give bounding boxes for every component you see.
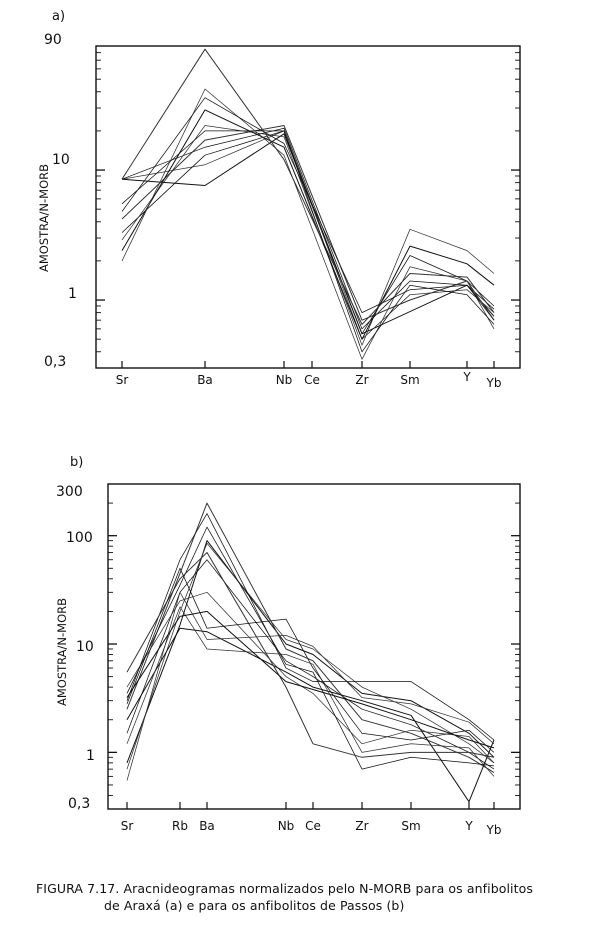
series-line-a-8 xyxy=(121,88,495,360)
series-line-b-1 xyxy=(126,540,495,764)
plot-frame-b xyxy=(107,483,521,810)
chart-b: b) 300 100 10 1 0,3 AMOSTRA/N-MORB Sr Rb B… xyxy=(55,455,521,837)
panel-label-a: a) xyxy=(52,9,65,24)
series-line-b-6 xyxy=(126,591,495,764)
series-line-a-9 xyxy=(121,97,495,321)
ytick-label-b-10: 10 xyxy=(76,639,94,655)
caption-line-1: FIGURA 7.17. Aracnideogramas normalizado… xyxy=(36,881,533,896)
series-line-b-8 xyxy=(126,606,495,777)
series-line-b-12 xyxy=(126,591,495,781)
series-line-a-10 xyxy=(121,48,495,325)
panel-label-b: b) xyxy=(70,455,83,470)
xtick-label-b-sr: Sr xyxy=(121,819,134,833)
xtick-label-a-zr: Zr xyxy=(355,373,368,387)
ytick-label-a-0-3: 0,3 xyxy=(44,354,66,370)
xtick-label-b-nb: Nb xyxy=(278,819,295,833)
series-line-a-7 xyxy=(121,109,495,340)
series-line-a-2 xyxy=(121,130,495,340)
xtick-label-a-ce: Ce xyxy=(304,373,320,387)
series-line-b-7 xyxy=(126,627,495,803)
xtick-label-b-sm: Sm xyxy=(401,819,420,833)
x-tick-labels-b: Sr Rb Ba Nb Ce Zr Sm Y Yb xyxy=(121,819,502,837)
xtick-label-a-y: Y xyxy=(462,370,471,384)
ytick-label-b-0-3: 0,3 xyxy=(68,796,90,812)
series-line-b-10 xyxy=(126,552,495,758)
ytick-label-b-300: 300 xyxy=(56,484,83,500)
xtick-label-a-nb: Nb xyxy=(276,373,293,387)
y-ticks-b xyxy=(108,483,520,810)
xtick-label-a-yb: Yb xyxy=(486,376,502,390)
series-line-a-6 xyxy=(121,125,495,346)
plot-frame-a xyxy=(95,45,521,369)
x-ticks-a xyxy=(121,361,495,368)
x-tick-labels-a: Sr Ba Nb Ce Zr Sm Y Yb xyxy=(116,370,502,390)
series-lines-b xyxy=(126,502,495,803)
y-axis-title-a: AMOSTRA/N-MORB xyxy=(37,164,51,272)
series-line-b-5 xyxy=(126,513,495,741)
ytick-label-a-1: 1 xyxy=(68,286,77,302)
series-line-b-9 xyxy=(126,526,495,770)
series-line-b-3 xyxy=(126,559,495,770)
series-lines-a xyxy=(121,48,495,360)
series-line-a-11 xyxy=(121,130,495,353)
ytick-label-b-1: 1 xyxy=(86,748,95,764)
xtick-label-a-sr: Sr xyxy=(116,373,129,387)
series-line-b-13 xyxy=(126,610,495,749)
xtick-label-b-ce: Ce xyxy=(305,819,321,833)
figure-caption: FIGURA 7.17. Aracnideogramas normalizado… xyxy=(36,880,596,914)
ytick-label-a-10: 10 xyxy=(52,152,70,168)
series-line-b-4 xyxy=(126,502,495,774)
xtick-label-b-zr: Zr xyxy=(355,819,368,833)
x-ticks-b xyxy=(126,802,495,809)
series-line-a-1 xyxy=(121,133,495,335)
series-line-a-5 xyxy=(121,130,495,335)
y-axis-title-b: AMOSTRA/N-MORB xyxy=(55,598,69,706)
caption-line-2: de Araxá (a) e para os anfibolitos de Pa… xyxy=(104,898,405,913)
xtick-label-b-rb: Rb xyxy=(172,819,188,833)
ytick-label-a-90: 90 xyxy=(44,32,62,48)
xtick-label-b-ba: Ba xyxy=(199,819,215,833)
chart-a: a) 90 10 1 0,3 AMOSTRA/N-MORB Sr Ba Nb Ce Zr… xyxy=(37,9,521,390)
xtick-label-b-y: Y xyxy=(464,819,473,833)
xtick-label-b-yb: Yb xyxy=(486,823,502,837)
y-ticks-a xyxy=(96,45,520,369)
ytick-label-b-100: 100 xyxy=(66,530,93,546)
xtick-label-a-ba: Ba xyxy=(197,373,213,387)
xtick-label-a-sm: Sm xyxy=(400,373,419,387)
